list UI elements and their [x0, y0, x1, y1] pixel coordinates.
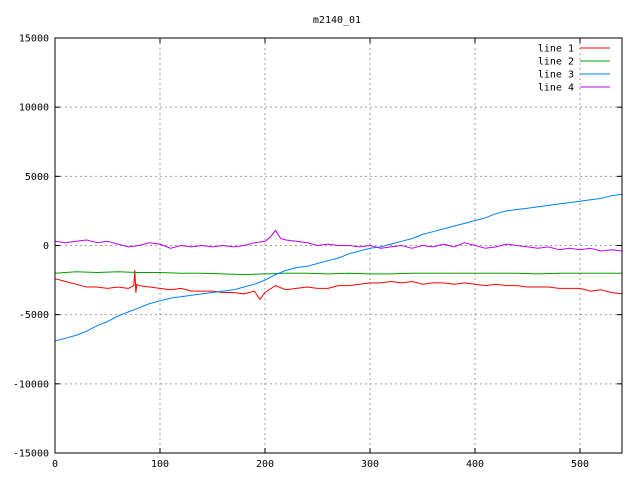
x-tick-label: 0 [52, 459, 58, 470]
series-line-3 [54, 193, 623, 342]
y-tick-label: -10000 [13, 379, 49, 390]
x-tick-label: 400 [466, 459, 484, 470]
y-tick-label: -5000 [19, 310, 49, 321]
legend-label-4: line 4 [538, 83, 574, 94]
chart-title: m2140_01 [313, 15, 361, 26]
legend-label-2: line 2 [538, 57, 574, 68]
y-tick-label: 10000 [19, 103, 49, 114]
grid-lines [55, 38, 622, 453]
legend-label-3: line 3 [538, 70, 574, 81]
x-tick-label: 100 [151, 459, 169, 470]
legend-label-1: line 1 [538, 44, 574, 55]
legend: line 1 line 2 line 3 line 4 [538, 44, 610, 94]
x-tick-label: 200 [256, 459, 274, 470]
y-tick-label: 5000 [25, 172, 49, 183]
y-tick-label: 0 [43, 241, 49, 252]
x-tick-label: 500 [571, 459, 589, 470]
series-lines [54, 193, 623, 342]
series-line-4 [54, 229, 623, 252]
series-line-2 [54, 271, 622, 276]
series-line-1 [54, 269, 623, 300]
x-tick-label: 300 [361, 459, 379, 470]
axes: 0 100 200 300 400 500 -15000 -10000 -5000 0 5000 10… [13, 34, 623, 470]
y-tick-label: -15000 [13, 449, 49, 460]
y-tick-label: 15000 [19, 34, 49, 45]
